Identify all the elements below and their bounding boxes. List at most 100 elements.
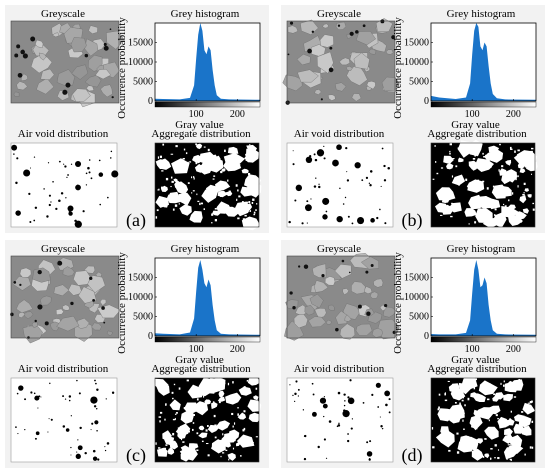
fine-particle [483, 456, 485, 458]
fine-particle [495, 154, 497, 157]
aggregate-particle-binary [244, 174, 262, 189]
void-dot [33, 392, 36, 395]
aggregate-particle [322, 23, 329, 29]
fine-particle [440, 167, 444, 169]
fine-particle [492, 433, 495, 436]
void-dot [381, 427, 384, 430]
air-void [337, 24, 341, 27]
void-dot [345, 146, 348, 150]
fine-particle [449, 143, 453, 146]
fine-particle [457, 406, 460, 409]
aggregate-particle-binary [244, 153, 258, 163]
air-void [20, 49, 25, 55]
aggregate-particle-binary [441, 199, 450, 203]
fine-particle [170, 185, 172, 188]
aggregate-particle [86, 85, 95, 92]
void-dot [62, 425, 66, 428]
fine-particle [531, 147, 534, 150]
aggregate-particle [19, 267, 32, 278]
fine-particle [490, 457, 492, 460]
void-dot [30, 391, 33, 394]
aggregate-particle-binary [198, 425, 205, 431]
fine-particle [232, 447, 235, 450]
fine-particle [462, 419, 464, 422]
void-dot [311, 382, 314, 385]
fine-particle [191, 447, 194, 450]
fine-particle [452, 407, 455, 410]
fine-particle [255, 387, 258, 390]
aggregate-title: Aggregate distribution [427, 128, 527, 140]
x-axis-label: Gray value [451, 119, 500, 131]
void-dot [388, 398, 391, 401]
void-dot [337, 217, 340, 220]
fine-particle [491, 408, 493, 410]
aggregate-particle [62, 266, 75, 277]
air-void [285, 100, 290, 105]
fine-particle [192, 414, 195, 416]
void-dot [63, 163, 65, 165]
aggregate-particle-binary [156, 158, 172, 170]
fine-particle [514, 418, 516, 421]
y-tick-label: 0 [148, 96, 153, 107]
fine-particle [504, 398, 507, 401]
fine-particle [472, 157, 476, 160]
aggregate-particle [53, 284, 70, 297]
air-void-image [286, 377, 394, 463]
aggregate-particle-binary [224, 432, 237, 443]
void-dot [77, 439, 79, 441]
aggregate-particle [328, 304, 335, 311]
fine-particle [456, 432, 459, 435]
fine-particle [157, 447, 161, 449]
fine-particle [494, 220, 498, 223]
fine-particle [203, 208, 206, 210]
fine-particle [249, 210, 252, 212]
void-dot [310, 198, 312, 200]
fine-particle [231, 412, 234, 416]
fine-particle [531, 446, 534, 449]
void-dot [96, 429, 98, 432]
aggregate-particle-binary [223, 158, 242, 172]
fine-particle [211, 447, 213, 450]
fine-particle [459, 392, 461, 394]
fine-particle [457, 147, 459, 150]
aggregate-particle-binary [519, 195, 527, 204]
fine-particle [237, 407, 239, 409]
fine-particle [497, 457, 500, 460]
void-dot [294, 199, 297, 202]
void-dot [90, 396, 98, 404]
void-dot [303, 435, 306, 438]
fine-particle [177, 403, 180, 407]
fine-particle [452, 387, 454, 390]
aggregate-particle-binary [194, 401, 209, 416]
fine-particle [495, 414, 498, 417]
air-void [328, 67, 334, 73]
aggregate-particle [327, 94, 336, 101]
fine-particle [501, 217, 504, 220]
aggregate-particle [13, 91, 20, 97]
x-tick-label: 200 [230, 109, 245, 120]
histogram-title: Grey histogram [171, 243, 240, 255]
void-dot [347, 397, 355, 405]
void-dot [342, 203, 345, 205]
subfigure-b: Greyscale Grey histogram 0 5000 10000 15000 10… [281, 5, 545, 233]
fine-particle [216, 387, 218, 390]
aggregate-particle-binary [508, 204, 516, 210]
aggregate-particle-binary [503, 447, 518, 460]
y-tick-label: 15000 [128, 38, 153, 49]
void-dot [82, 210, 85, 213]
fine-particle [448, 197, 451, 201]
greyscale-title: Greyscale [41, 243, 85, 255]
void-dot [18, 385, 24, 391]
fine-particle [493, 214, 496, 216]
y-axis-label: Occurrence probability [392, 17, 404, 119]
aggregate-particle-binary [505, 159, 512, 166]
fine-particle [531, 420, 534, 423]
fine-particle [195, 143, 197, 146]
fine-particle [164, 418, 166, 421]
fine-particle [501, 165, 504, 168]
fine-particle [243, 427, 246, 431]
fine-particle [462, 396, 465, 399]
aggregate-particle-binary [248, 412, 261, 423]
aggregate-particle [309, 293, 324, 309]
air-void [30, 36, 36, 42]
